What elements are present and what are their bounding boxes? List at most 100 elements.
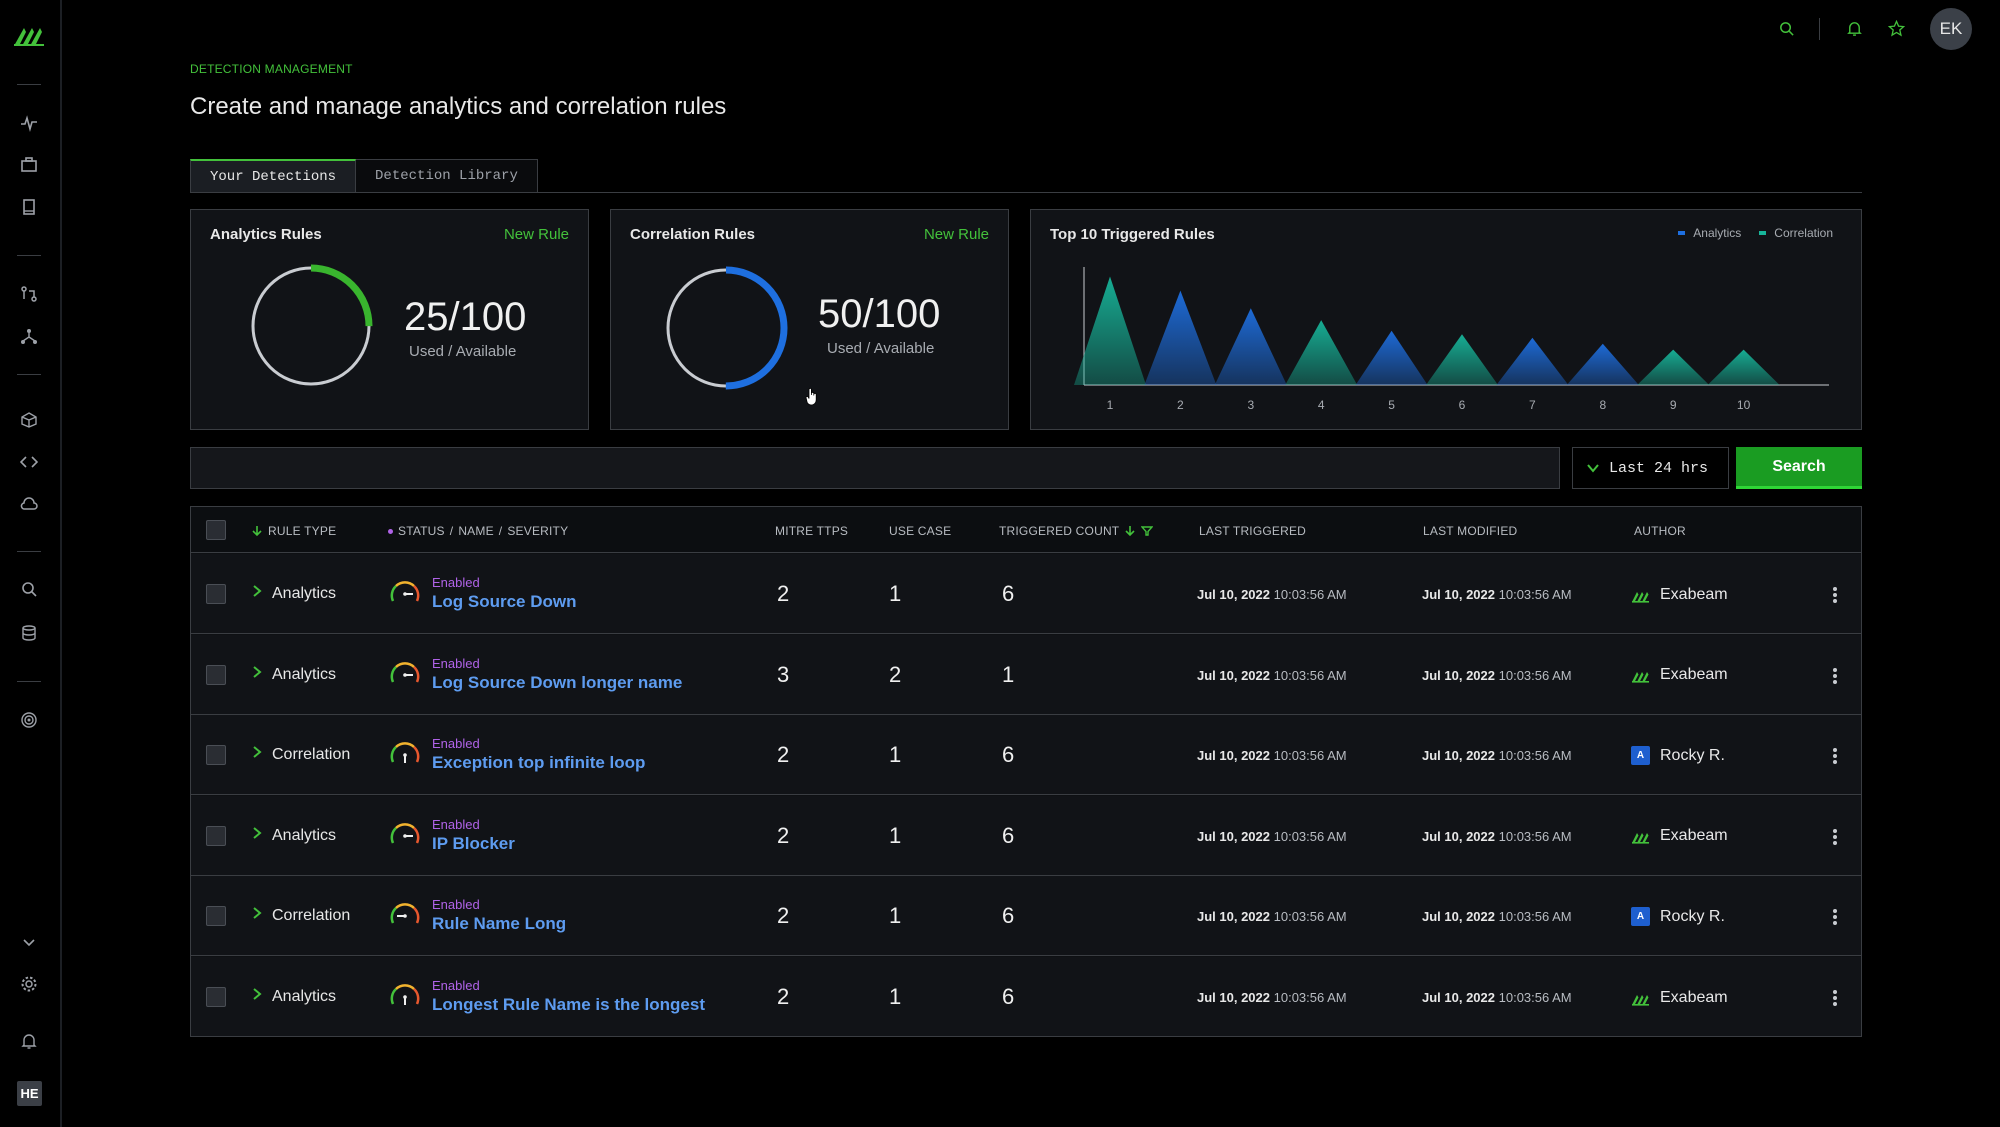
chart-peak-correlation-10[interactable] <box>1707 349 1780 385</box>
user-avatar[interactable]: EK <box>1930 8 1972 50</box>
last-triggered: Jul 10, 2022 10:03:56 AM <box>1197 587 1347 602</box>
table-row[interactable]: Analytics Enabled Log Source Down longer… <box>191 634 1861 715</box>
chart-peak-analytics-7[interactable] <box>1496 337 1569 385</box>
mitre-ttps-count: 3 <box>777 661 790 687</box>
row-checkbox[interactable] <box>206 825 226 846</box>
gear-icon[interactable] <box>18 973 40 995</box>
cube-icon[interactable] <box>18 409 40 431</box>
expand-chevron-icon[interactable] <box>250 826 264 840</box>
book-icon[interactable] <box>18 196 40 218</box>
chart-peak-analytics-2[interactable] <box>1144 290 1217 385</box>
analytics-usage-value: 25/100 <box>404 295 527 339</box>
row-checkbox[interactable] <box>206 745 226 766</box>
new-correlation-rule-link[interactable]: New Rule <box>923 226 989 243</box>
rule-name-link[interactable]: Exception top infinite loop <box>432 753 646 773</box>
search-input[interactable] <box>190 447 1560 489</box>
cloud-icon[interactable] <box>18 493 40 515</box>
col-triggered-count[interactable]: TRIGGERED COUNT <box>999 524 1154 538</box>
col-last-modified[interactable]: LAST MODIFIED <box>1423 524 1518 538</box>
row-actions-kebab-icon[interactable] <box>1831 585 1839 605</box>
use-case-count: 1 <box>889 903 902 929</box>
tab-detection-library[interactable]: Detection Library <box>356 159 538 193</box>
author-badge: A <box>1631 907 1650 927</box>
sort-down-icon <box>252 526 262 537</box>
row-checkbox[interactable] <box>206 584 226 604</box>
rule-name-link[interactable]: IP Blocker <box>432 833 515 853</box>
row-actions-kebab-icon[interactable] <box>1831 988 1839 1008</box>
network-icon[interactable] <box>18 325 40 347</box>
col-status-name-severity[interactable]: STATUS / NAME / SEVERITY <box>388 524 568 538</box>
filter-icon[interactable] <box>1141 525 1154 537</box>
col-use-case[interactable]: USE CASE <box>889 524 952 538</box>
activity-icon[interactable] <box>18 112 40 134</box>
brand-logo[interactable] <box>12 20 46 48</box>
mitre-ttps-count: 2 <box>777 581 790 606</box>
chart-peak-analytics-8[interactable] <box>1566 343 1639 385</box>
code-icon[interactable] <box>18 451 40 473</box>
sort-down-icon[interactable] <box>1124 525 1136 537</box>
rule-name-link[interactable]: Rule Name Long <box>432 914 567 934</box>
expand-chevron-icon[interactable] <box>250 665 264 679</box>
git-compare-icon[interactable] <box>18 283 40 305</box>
database-icon[interactable] <box>18 622 40 644</box>
expand-chevron-icon[interactable] <box>250 987 264 1001</box>
time: 10:03:56 AM <box>1498 990 1572 1005</box>
time-range-select[interactable]: Last 24 hrs <box>1572 447 1729 489</box>
expand-chevron-icon[interactable] <box>250 906 264 920</box>
briefcase-icon[interactable] <box>18 154 40 176</box>
search-button[interactable]: Search <box>1736 447 1862 489</box>
col-author[interactable]: AUTHOR <box>1634 524 1686 538</box>
time: 10:03:56 AM <box>1273 909 1347 925</box>
bell-icon[interactable] <box>18 1030 40 1052</box>
mitre-ttps-count: 2 <box>777 742 790 768</box>
row-checkbox[interactable] <box>206 987 226 1007</box>
last-modified: Jul 10, 2022 10:03:56 AM <box>1422 748 1572 763</box>
row-actions-kebab-icon[interactable] <box>1831 666 1839 686</box>
legend-item-correlation[interactable]: Correlation <box>1759 226 1833 240</box>
star-icon[interactable] <box>1886 18 1906 38</box>
triggered-rules-chart: 1 2 3 4 5 6 7 8 9 10 <box>1074 267 1829 412</box>
chart-peak-correlation-4[interactable] <box>1285 320 1358 385</box>
rule-name-link[interactable]: Log Source Down longer name <box>432 672 683 692</box>
table-row[interactable]: Analytics Enabled Log Source Down 2 1 6 … <box>191 554 1861 634</box>
table-row[interactable]: Correlation Enabled Exception top infini… <box>191 715 1861 796</box>
new-analytics-rule-link[interactable]: New Rule <box>503 226 569 243</box>
legend-item-analytics[interactable]: Analytics <box>1678 226 1741 240</box>
table-row[interactable]: Analytics Enabled IP Blocker 2 1 6 Jul 1… <box>191 795 1861 876</box>
analytics-rules-card: Analytics Rules New Rule 25/100 Used / A… <box>190 209 589 430</box>
author-name: Exabeam <box>1660 585 1728 603</box>
chevron-down-icon <box>1587 464 1599 473</box>
search-icon[interactable] <box>1776 18 1796 38</box>
col-rule-type[interactable]: RULE TYPE <box>251 524 336 538</box>
row-actions-kebab-icon[interactable] <box>1831 907 1839 927</box>
table-row[interactable]: Correlation Enabled Rule Name Long 2 1 6… <box>191 876 1861 957</box>
rule-name-link[interactable]: Log Source Down <box>432 592 577 611</box>
select-all-checkbox[interactable] <box>206 520 226 540</box>
row-checkbox[interactable] <box>206 664 226 685</box>
table-row[interactable]: Analytics Enabled Longest Rule Name is t… <box>191 957 1861 1037</box>
chart-peak-correlation-6[interactable] <box>1426 334 1498 385</box>
row-checkbox[interactable] <box>206 906 226 927</box>
chart-peak-analytics-3[interactable] <box>1214 308 1287 385</box>
row-actions-kebab-icon[interactable] <box>1831 746 1839 766</box>
workspace-avatar[interactable]: HE <box>17 1081 42 1106</box>
correlation-usage-gauge <box>664 266 788 390</box>
rule-type: Correlation <box>272 907 351 925</box>
exabeam-logo-icon <box>1631 585 1650 604</box>
col-mitre-ttps[interactable]: MITRE TTPS <box>775 524 849 538</box>
tab-your-detections[interactable]: Your Detections <box>190 159 357 193</box>
chart-peak-analytics-5[interactable] <box>1355 330 1428 385</box>
expand-chevron-icon[interactable] <box>250 584 264 598</box>
expand-chevron-icon[interactable] <box>250 745 264 759</box>
bell-icon[interactable] <box>1844 18 1864 38</box>
chevron-down-icon[interactable] <box>18 931 40 953</box>
card-title: Correlation Rules <box>630 226 756 243</box>
search-icon[interactable] <box>18 578 40 600</box>
exabeam-logo-icon <box>1631 666 1650 685</box>
col-last-triggered[interactable]: LAST TRIGGERED <box>1199 524 1307 538</box>
row-actions-kebab-icon[interactable] <box>1831 827 1839 847</box>
chart-peak-correlation-9[interactable] <box>1637 349 1710 385</box>
chart-peak-correlation-1[interactable] <box>1074 276 1146 385</box>
rule-name-link[interactable]: Longest Rule Name is the longest <box>432 995 705 1014</box>
target-icon[interactable] <box>18 709 40 731</box>
